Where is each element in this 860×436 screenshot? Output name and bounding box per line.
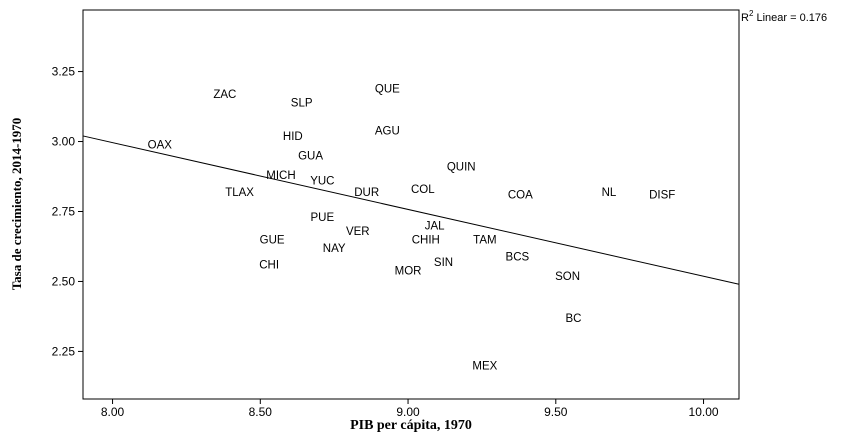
point-label-agu: AGU (375, 125, 400, 137)
point-label-slp: SLP (291, 97, 313, 109)
point-label-mex: MEX (472, 360, 497, 372)
point-label-tam: TAM (473, 234, 496, 246)
point-label-tlax: TLAX (225, 187, 254, 199)
plot-frame (82, 9, 740, 400)
y-tick-label: 2.50 (52, 274, 76, 288)
x-tick-label: 9.50 (544, 405, 568, 419)
point-label-sin: SIN (434, 257, 453, 269)
x-tick-label: 8.00 (101, 405, 125, 419)
point-label-hid: HID (283, 131, 303, 143)
point-label-gua: GUA (298, 151, 323, 163)
point-label-quin: QUIN (447, 162, 476, 174)
point-label-mich: MICH (266, 170, 295, 182)
y-tick-label: 3.00 (52, 135, 76, 149)
point-label-disf: DISF (649, 190, 675, 202)
point-label-bc: BC (566, 313, 582, 325)
x-tick-label: 8.50 (249, 405, 273, 419)
x-axis-title: PIB per cápita, 1970 (350, 418, 472, 433)
point-label-zac: ZAC (213, 89, 236, 101)
point-label-pue: PUE (311, 212, 335, 224)
point-label-que: QUE (375, 83, 400, 95)
x-tick-label: 10.00 (689, 405, 719, 419)
point-label-chih: CHIH (412, 234, 440, 246)
r2-label-sup: 2 (749, 9, 754, 18)
y-tick-label: 2.75 (52, 204, 76, 218)
point-label-son: SON (555, 271, 580, 283)
point-label-yuc: YUC (310, 176, 334, 188)
point-label-mor: MOR (395, 265, 422, 277)
x-tick-label: 9.00 (396, 405, 420, 419)
point-label-dur: DUR (354, 187, 379, 199)
point-label-chi: CHI (259, 260, 279, 272)
point-label-gue: GUE (260, 234, 285, 246)
point-label-ver: VER (346, 226, 370, 238)
r2-label-prefix: R (741, 12, 749, 24)
point-label-jal: JAL (425, 220, 445, 232)
y-tick-label: 2.25 (52, 344, 76, 358)
r2-label: R2 Linear = 0.176 (741, 9, 827, 24)
point-label-coa: COA (508, 190, 533, 202)
regression-line (82, 135, 740, 285)
point-label-bcs: BCS (506, 251, 530, 263)
x-axis-ticks: 8.00 8.50 9.00 9.50 10.00 (101, 399, 719, 419)
point-label-oax: OAX (148, 139, 173, 151)
point-label-nl: NL (602, 187, 617, 199)
point-label-col: COL (411, 184, 435, 196)
y-axis-title: Tasa de crecimiento, 2014-1970 (9, 118, 24, 291)
r2-label-suffix: Linear = 0.176 (753, 12, 827, 24)
y-tick-label: 3.25 (52, 65, 76, 79)
point-label-nay: NAY (323, 243, 346, 255)
y-axis-ticks: 2.25 2.50 2.75 3.00 3.25 (52, 65, 83, 358)
data-point-labels: ZAC SLP QUE AGU HID OAX GUA QUIN MICH YUC TLAX DUR C… (148, 83, 676, 372)
